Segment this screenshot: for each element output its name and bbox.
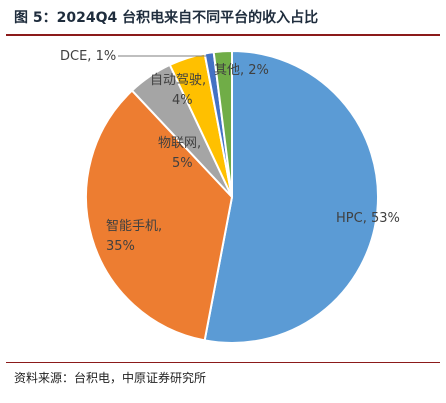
source-divider (6, 362, 440, 363)
pie-chart: HPC, 53% 智能手机, 35% 物联网, 5% 自动驾驶, 4% DCE, 1% 其他, … (60, 49, 400, 344)
pie-slice-other (212, 49, 233, 198)
figure-header: 图 5：2024Q4 台积电来自不同平台的收入占比 (0, 0, 446, 34)
pie-chart-area: HPC, 53% 智能手机, 35% 物联网, 5% 自动驾驶, 4% DCE, 1% 其他, … (0, 38, 446, 360)
pie-slices (85, 49, 380, 344)
pie-label-other: 其他, 2% (214, 63, 269, 78)
pie-label-auto: 自动驾驶, 4% (150, 73, 206, 108)
pie-label-iot: 物联网, 5% (158, 136, 201, 171)
pie-label-dce: DCE, 1% (60, 49, 116, 64)
pie-label-smartphone: 智能手机, 35% (106, 219, 162, 254)
pie-labels: HPC, 53% 智能手机, 35% 物联网, 5% 自动驾驶, 4% DCE, 1% 其他, … (60, 49, 400, 254)
title-divider (6, 34, 440, 36)
pie-slice-hpc (203, 49, 380, 344)
figure-source: 资料来源：台积电，中原证券研究所 (14, 371, 207, 385)
figure-title: 图 5：2024Q4 台积电来自不同平台的收入占比 (14, 10, 319, 26)
pie-label-hpc: HPC, 53% (336, 211, 400, 226)
pie-slice-smartphone (85, 89, 234, 342)
